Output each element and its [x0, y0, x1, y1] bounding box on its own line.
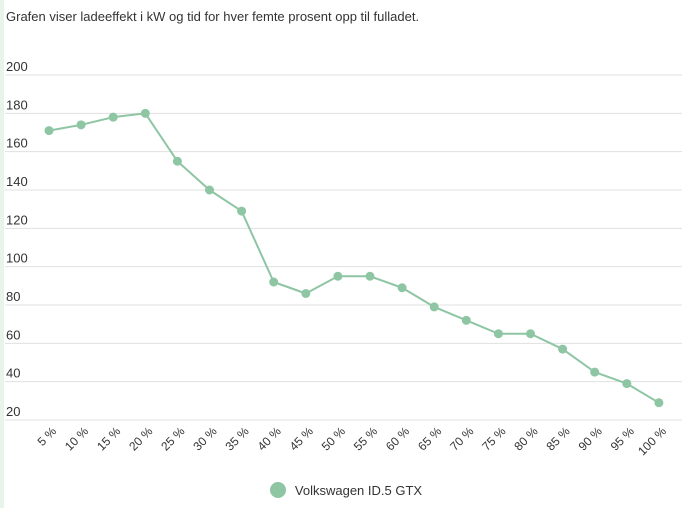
- x-tick-label-15: 75 %: [479, 424, 508, 453]
- x-tick-label-20: 100 %: [635, 424, 669, 458]
- x-tick-label-11: 55 %: [351, 424, 380, 453]
- data-point-13[interactable]: [429, 302, 439, 312]
- x-tick-label-3: 15 %: [94, 424, 123, 453]
- y-tick-label-160: 160: [6, 136, 28, 151]
- data-point-15[interactable]: [493, 329, 503, 339]
- x-tick-label-17: 85 %: [543, 424, 572, 453]
- x-axis-tick-labels: 5 % 10 % 15 % 20 % 25 % 30 % 35 % 40 % 45 % 50 % 5…: [35, 424, 670, 458]
- x-tick-label-6: 30 %: [190, 424, 219, 453]
- x-tick-label-7: 35 %: [222, 424, 251, 453]
- x-tick-label-5: 25 %: [158, 424, 187, 453]
- data-point-1[interactable]: [44, 126, 54, 136]
- x-tick-label-12: 60 %: [383, 424, 412, 453]
- x-tick-label-13: 65 %: [415, 424, 444, 453]
- y-tick-label-20: 20: [6, 404, 20, 419]
- y-tick-label-80: 80: [6, 289, 20, 304]
- data-point-16[interactable]: [526, 329, 535, 339]
- data-point-9[interactable]: [301, 289, 311, 298]
- x-tick-label-19: 95 %: [608, 424, 637, 453]
- y-tick-label-40: 40: [6, 366, 20, 381]
- x-tick-label-2: 10 %: [62, 424, 91, 453]
- chart-caption: Grafen viser ladeeffekt i kW og tid for …: [6, 9, 420, 24]
- x-tick-label-10: 50 %: [319, 424, 348, 453]
- y-axis-tick-labels: 20 40 60 80 100 120 140 160 180 200: [6, 59, 28, 419]
- y-tick-label-200: 200: [6, 59, 28, 74]
- y-tick-label-100: 100: [6, 251, 28, 266]
- data-point-7[interactable]: [237, 206, 247, 216]
- legend-label: Volkswagen ID.5 GTX: [294, 482, 423, 498]
- x-tick-label-16: 80 %: [511, 424, 540, 453]
- data-point-8[interactable]: [269, 277, 279, 287]
- data-point-2[interactable]: [76, 120, 86, 130]
- legend-marker-icon: [269, 482, 286, 498]
- y-tick-label-140: 140: [6, 174, 28, 189]
- legend[interactable]: Volkswagen ID.5 GTX: [0, 482, 692, 498]
- data-point-11[interactable]: [365, 271, 375, 281]
- gridlines: [5, 74, 682, 421]
- x-tick-label-14: 70 %: [447, 424, 476, 453]
- data-point-4[interactable]: [140, 108, 150, 118]
- y-tick-label-180: 180: [6, 97, 28, 112]
- data-point-10[interactable]: [333, 271, 343, 281]
- x-tick-label-8: 40 %: [255, 424, 284, 453]
- y-tick-label-60: 60: [6, 327, 20, 342]
- data-point-19[interactable]: [622, 379, 632, 389]
- x-tick-label-1: 5 %: [35, 424, 60, 449]
- x-tick-label-4: 20 %: [126, 424, 155, 453]
- data-point-3[interactable]: [108, 112, 118, 122]
- data-point-14[interactable]: [461, 315, 471, 325]
- data-point-18[interactable]: [590, 367, 600, 377]
- series-line: [48, 112, 660, 404]
- x-tick-label-9: 45 %: [287, 424, 316, 453]
- y-tick-label-120: 120: [6, 212, 28, 227]
- data-point-6[interactable]: [205, 185, 214, 195]
- data-point-17[interactable]: [558, 344, 568, 354]
- data-point-12[interactable]: [397, 283, 407, 293]
- data-point-20[interactable]: [654, 398, 664, 408]
- left-accent-bar: [0, 0, 4, 508]
- x-tick-label-18: 90 %: [576, 424, 605, 453]
- series-volkswagen-id5-gtx: [44, 108, 664, 408]
- data-point-5[interactable]: [172, 156, 182, 166]
